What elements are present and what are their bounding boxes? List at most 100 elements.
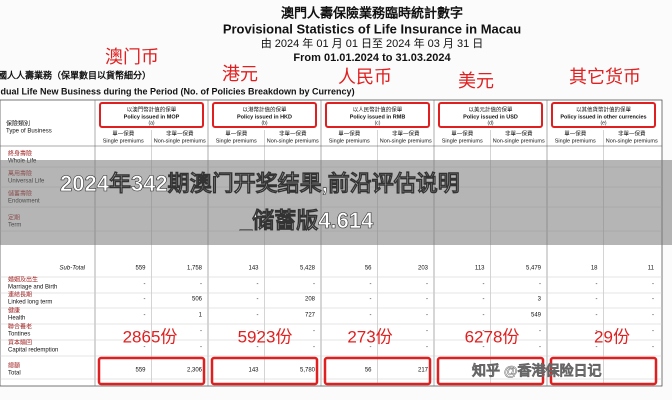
group-letter: (d): [487, 120, 493, 126]
row-zh: 聯合養老: [8, 323, 32, 331]
cell: -: [257, 345, 259, 351]
sub-zh: 非單一保費: [166, 129, 194, 137]
cell: -: [426, 297, 428, 303]
sub-en: Single premiums: [329, 138, 370, 144]
cell: 143: [248, 266, 259, 272]
cell: 143: [248, 368, 259, 374]
cell: -: [596, 313, 598, 319]
total-box: [323, 356, 432, 386]
cell: -: [257, 329, 259, 335]
total-annotation: 6278份: [465, 327, 520, 346]
group-en: Policy issued in RMB: [350, 114, 406, 120]
row-en: Tontines: [8, 332, 30, 338]
row-zh: 健康: [8, 307, 20, 315]
cell: -: [652, 345, 654, 351]
cell: 5,479: [526, 266, 542, 272]
cell: 549: [531, 313, 542, 319]
currency-annotation: 美元: [458, 71, 494, 91]
cell: -: [370, 345, 372, 351]
cell: -: [596, 297, 598, 303]
row-en: Sub-Total: [60, 266, 86, 272]
total-annotation: 5923份: [238, 327, 293, 346]
cell: -: [483, 313, 485, 319]
group-letter: (a): [148, 120, 154, 126]
cell: -: [426, 282, 428, 288]
cell: 727: [305, 313, 316, 319]
currency-annotation: 其它货币: [569, 67, 641, 87]
cell: -: [539, 282, 541, 288]
cell: -: [596, 329, 598, 335]
cell: -: [370, 313, 372, 319]
row-en: Capital redemption: [8, 348, 58, 354]
row-en: Health: [8, 316, 25, 322]
cell: 1: [199, 313, 203, 319]
row-en: Marriage and Birth: [8, 285, 57, 291]
cell: -: [652, 297, 654, 303]
cell: 5,428: [300, 266, 316, 272]
cell: -: [596, 345, 598, 351]
cell: -: [652, 329, 654, 335]
cell: -: [144, 345, 146, 351]
sub-zh: 非單一保費: [279, 129, 307, 137]
group-en: Policy issued in other currencies: [560, 114, 646, 120]
group-en: Policy issued in USD: [463, 114, 518, 120]
period-en: From 01.01.2024 to 31.03.2024: [293, 52, 451, 64]
cell: 559: [135, 266, 146, 272]
cell: 56: [365, 266, 372, 272]
cell: -: [370, 297, 372, 303]
sub-en: Single premiums: [442, 138, 483, 144]
currency-annotation: 人民币: [338, 67, 392, 87]
corner-en: Type of Business: [6, 129, 52, 135]
cell: -: [426, 329, 428, 335]
sub-zh: 單一保費: [451, 129, 474, 137]
group-zh: 以人民幣計值的保單: [353, 105, 403, 113]
cell: -: [200, 329, 202, 335]
cell: -: [257, 297, 259, 303]
cell: 18: [591, 266, 598, 272]
sub-en: Non-single premiums: [606, 138, 658, 144]
cell: -: [257, 313, 259, 319]
group-en: Policy issued in HKD: [237, 114, 292, 120]
sub-zh: 單一保費: [225, 129, 248, 137]
currency-annotation: 澳门币: [105, 47, 159, 67]
row-zh: 連結長期: [8, 291, 32, 299]
cell: -: [257, 282, 259, 288]
cell: -: [483, 282, 485, 288]
group-zh: 以港幣計值的保單: [242, 105, 287, 113]
currency-box: [438, 102, 543, 128]
sub-zh: 單一保費: [338, 129, 361, 137]
sub-en: Single premiums: [555, 138, 596, 144]
period-zh: 由 2024 年 01 月 01 日至 2024 年 03 月 31 日: [261, 36, 484, 50]
sub-zh: 單一保費: [112, 129, 135, 137]
cell: -: [539, 345, 541, 351]
cell: 113: [475, 266, 485, 272]
cell: -: [596, 282, 598, 288]
cell: 56: [365, 368, 372, 374]
group-zh: 以美元計值的保單: [468, 105, 513, 113]
overlay-band: [0, 160, 672, 245]
sub-en: Non-single premiums: [267, 138, 319, 144]
currency-box: [99, 102, 204, 128]
total-box: [210, 356, 319, 386]
cell: -: [483, 297, 485, 303]
total-box: [549, 356, 658, 386]
currency-annotation: 港元: [222, 64, 258, 84]
cell: 3: [538, 297, 542, 303]
row-en: Linked long term: [8, 300, 52, 306]
group-zh: 以澳門幣計值的保單: [127, 105, 177, 113]
overlay-line: 2024年342期澳门开奖结果,前沿评估说明: [60, 171, 460, 196]
title-zh: 澳門人壽保險業務臨時統計數字: [281, 5, 463, 20]
cell: -: [483, 329, 485, 335]
total-box: [436, 356, 545, 386]
total-annotation: 29份: [594, 327, 630, 346]
row-zh: 資本贖回: [8, 339, 32, 347]
cell: 203: [418, 266, 429, 272]
sub-zh: 非單一保費: [618, 129, 646, 137]
cell: -: [652, 282, 654, 288]
row-zh: 婚姻及出生: [8, 276, 38, 284]
cell: -: [370, 329, 372, 335]
currency-box: [551, 102, 656, 128]
sub-en: Non-single premiums: [493, 138, 545, 144]
section-en: idual Life New Business during the Perio…: [0, 86, 355, 96]
